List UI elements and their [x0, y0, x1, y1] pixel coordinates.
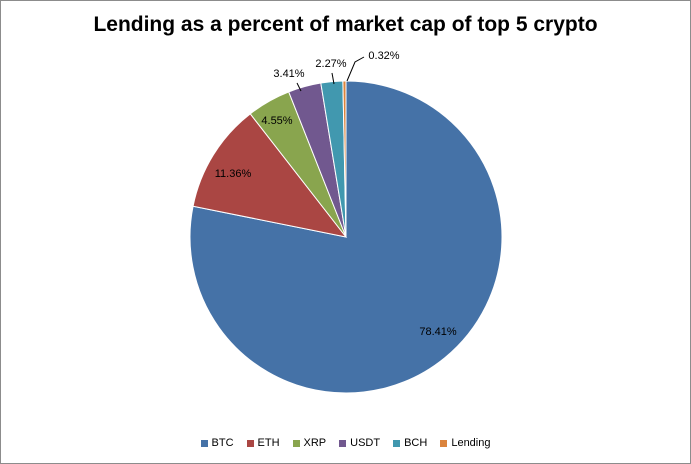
pie-slice-eth	[192, 113, 348, 238]
legend-label: Lending	[451, 437, 491, 449]
legend-label: XRP	[303, 437, 327, 449]
legend-swatch	[292, 439, 300, 447]
leader-line-usdt	[296, 82, 302, 92]
legend-item-usdt: USDT	[339, 437, 380, 449]
pie-slice-lending	[342, 80, 347, 238]
legend-swatch	[200, 439, 208, 447]
data-label-eth: 11.36%	[215, 168, 252, 180]
data-label-btc: 78.41%	[419, 326, 457, 338]
legend-item-xrp: XRP	[292, 437, 327, 449]
legend-label: BCH	[404, 437, 428, 449]
legend-swatch	[440, 439, 448, 447]
data-label-usdt: 3.41%	[273, 68, 304, 80]
legend: BTC ETH XRP USDT BCH Lending	[1, 437, 690, 449]
legend-label: ETH	[257, 437, 280, 449]
legend-item-btc: BTC	[200, 437, 234, 449]
chart-title: Lending as a percent of market cap of to…	[93, 13, 598, 36]
data-label-lending: 0.32%	[368, 50, 399, 62]
legend-swatch	[393, 439, 401, 447]
legend-item-eth: ETH	[246, 437, 280, 449]
legend-swatch	[246, 439, 254, 447]
data-label-xrp: 4.55%	[261, 115, 292, 127]
legend-swatch	[339, 439, 347, 447]
legend-item-bch: BCH	[393, 437, 427, 449]
pie-slice-btc	[189, 80, 503, 394]
legend-item-lending: Lending	[440, 437, 490, 449]
leader-line-bch	[331, 72, 335, 85]
legend-label: USDT	[350, 437, 381, 449]
data-label-bch: 2.27%	[315, 58, 346, 70]
legend-label: BTC	[211, 437, 234, 449]
leader-line-lending	[346, 56, 365, 82]
